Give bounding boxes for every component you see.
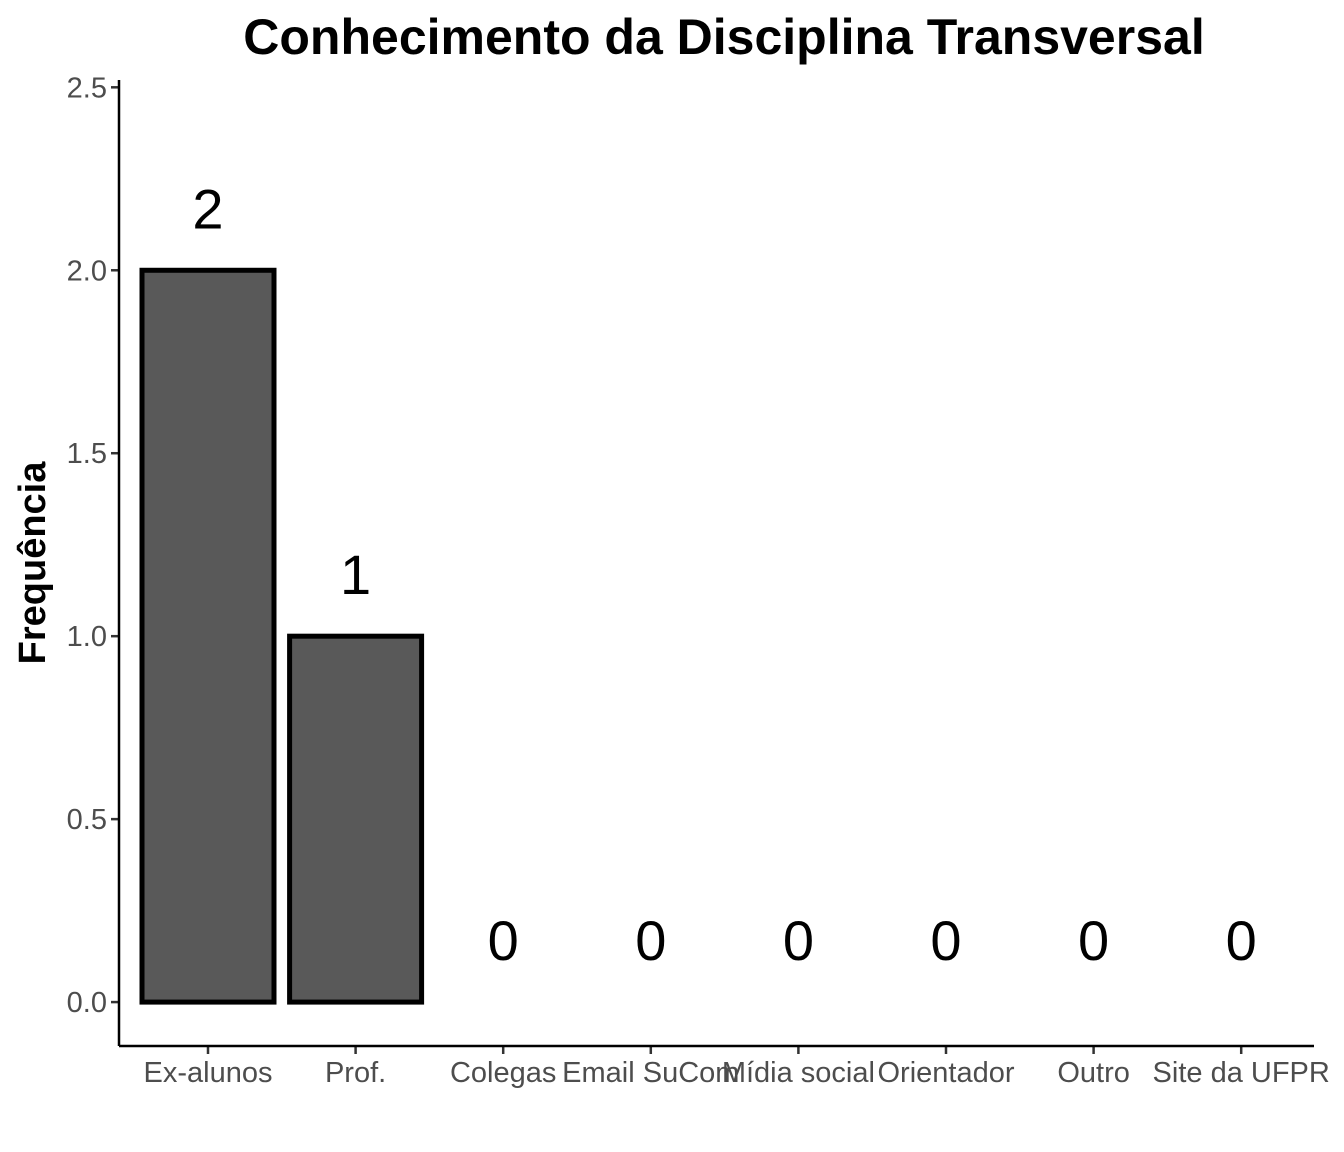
y-axis-ticks: 0.0 0.5 1.0 1.5 2.0 2.5 — [67, 72, 119, 1019]
y-tick-label: 1.0 — [67, 621, 107, 653]
y-axis-label: Frequência — [12, 461, 54, 665]
bar-value-label: 0 — [635, 909, 666, 972]
bar-value-label: 2 — [192, 177, 223, 240]
x-tick-label: Colegas — [450, 1057, 556, 1089]
bar-value-label: 1 — [340, 543, 371, 606]
bar-value-label: 0 — [1078, 909, 1109, 972]
x-tick-label: Outro — [1057, 1057, 1130, 1089]
y-tick-label: 0.5 — [67, 804, 107, 836]
bar — [287, 633, 425, 1005]
x-tick-label: Email SuCom — [562, 1057, 739, 1089]
bar-value-label: 0 — [930, 909, 961, 972]
y-tick-label: 0.0 — [67, 987, 107, 1019]
x-tick-label: Mídia social — [722, 1057, 875, 1089]
y-tick-label: 2.5 — [67, 72, 107, 104]
bar-value-label: 0 — [488, 909, 519, 972]
bar-value-label: 0 — [1226, 909, 1257, 972]
bar-value-label: 0 — [783, 909, 814, 972]
x-tick-label: Ex-alunos — [144, 1057, 273, 1089]
x-tick-label: Orientador — [877, 1057, 1014, 1089]
bars — [139, 267, 425, 1005]
y-tick-label: 1.5 — [67, 438, 107, 470]
y-tick-label: 2.0 — [67, 255, 107, 287]
data-labels: 2 1 0 0 0 0 0 0 — [192, 177, 1256, 972]
x-tick-label: Site da UFPR — [1153, 1057, 1330, 1089]
x-tick-label: Prof. — [325, 1057, 386, 1089]
bar — [139, 267, 277, 1005]
chart-title: Conhecimento da Disciplina Transversal — [243, 9, 1204, 65]
